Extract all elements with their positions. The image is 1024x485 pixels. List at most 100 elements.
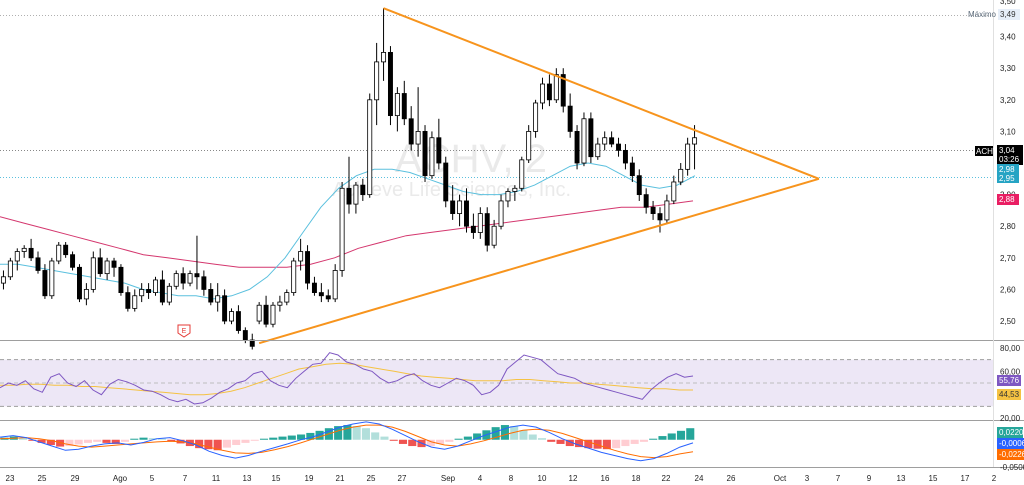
macd-tick-partial: -0,0500 (1000, 463, 1024, 472)
candle-body (595, 143, 601, 158)
macd-histogram-bar (28, 439, 37, 441)
candle (284, 289, 290, 306)
macd-histogram-bar (371, 432, 380, 440)
candle (97, 248, 103, 277)
time-tick: 27 (398, 474, 407, 483)
candle-body (560, 74, 566, 107)
macd-histogram-bar (649, 438, 658, 440)
candle (263, 295, 269, 328)
candle-body (42, 270, 48, 297)
watermark-name: Achieve Life Sciences, Inc. (332, 179, 571, 201)
time-tick: 9 (867, 474, 872, 483)
candle-body (643, 194, 649, 208)
candle-body (201, 276, 207, 290)
candle-body (291, 260, 297, 293)
candle (650, 200, 656, 220)
macd-histogram-bar (65, 439, 74, 447)
candle (505, 188, 511, 208)
candle-body (346, 187, 352, 205)
macd-histogram-bar (630, 439, 639, 444)
candle-body (49, 260, 55, 297)
macd-histogram-bar (148, 438, 157, 440)
candle-body (450, 200, 456, 214)
macd-signal-tag: -0,0226 (997, 449, 1024, 460)
candle-body (609, 137, 615, 145)
candle-body (533, 102, 539, 132)
candle-body (270, 304, 276, 325)
time-tick: 4 (478, 474, 483, 483)
macd-histogram-bar (111, 439, 120, 444)
time-tick: 16 (601, 474, 610, 483)
candle (450, 185, 456, 220)
candle (291, 257, 297, 296)
candle (443, 156, 449, 208)
macd-histogram-bar (426, 439, 435, 447)
macd-histogram-bar (463, 436, 472, 440)
candle-body (671, 181, 677, 202)
candle-body (311, 282, 317, 293)
macd-histogram-bar (621, 439, 630, 447)
time-tick: 25 (38, 474, 47, 483)
price-tick: 2,70 (1000, 254, 1016, 263)
price-axis[interactable]: 3,503,403,303,203,103,002,902,802,702,60… (1000, 0, 1024, 472)
candle (636, 169, 642, 201)
time-tick: 15 (272, 474, 281, 483)
candle-body (692, 137, 698, 145)
macd-histogram-bar (519, 430, 528, 440)
macd-histogram-bar (204, 439, 213, 450)
time-tick: 5 (150, 474, 155, 483)
candle-body (381, 52, 387, 63)
ma-slow-line (0, 200, 694, 268)
candle-body (540, 83, 545, 104)
candle-body (401, 93, 407, 120)
ma-fast-line (0, 162, 696, 300)
candle (222, 289, 228, 325)
time-axis[interactable]: 23 25 29 Ago 5 7 11 13 15 19 21 25 27 Sep 4 8 10 12 16 18 22… (6, 474, 997, 483)
time-tick: 8 (509, 474, 514, 483)
macd-histogram-bar (398, 439, 408, 444)
candle (132, 289, 138, 312)
rsi-ma-tag: 44,53 (997, 389, 1021, 400)
candle-body (132, 295, 138, 309)
price-tick: 3,10 (1000, 127, 1016, 136)
time-tick: 26 (727, 474, 736, 483)
candle (664, 194, 670, 224)
candle-body (318, 292, 324, 297)
price-tick: 2,50 (1000, 317, 1016, 326)
macd-histogram-bar (297, 434, 306, 440)
candle (159, 270, 165, 306)
time-tick: Oct (774, 474, 787, 483)
candle (125, 286, 131, 312)
candle-body (581, 118, 587, 164)
candle (229, 308, 234, 325)
candle-body (97, 257, 103, 275)
macd-histogram-bar (612, 439, 621, 449)
countdown: 03:26 (999, 155, 1020, 164)
candle (77, 264, 82, 303)
candle (464, 188, 469, 233)
candle (35, 251, 41, 274)
max-label: Máximo (968, 10, 997, 19)
candle (311, 276, 317, 296)
candle (692, 125, 698, 170)
max-value: 3,49 (1000, 10, 1016, 19)
candle (215, 283, 221, 312)
candle (415, 87, 421, 157)
candle (111, 257, 117, 277)
time-tick: 24 (695, 474, 704, 483)
candle-body (415, 131, 421, 145)
candle (381, 8, 387, 81)
candle-body (512, 187, 518, 192)
candle (339, 181, 345, 277)
candle-body (664, 200, 670, 221)
macd-histogram-bar (537, 438, 547, 440)
macd-histogram-bar (83, 439, 92, 443)
candle-body (491, 225, 497, 246)
earnings-marker-icon[interactable]: E (177, 324, 191, 338)
candle-body (629, 162, 635, 177)
candle (298, 238, 304, 271)
candle (180, 267, 186, 290)
macd-histogram-bar (593, 439, 602, 449)
candle (70, 251, 76, 271)
